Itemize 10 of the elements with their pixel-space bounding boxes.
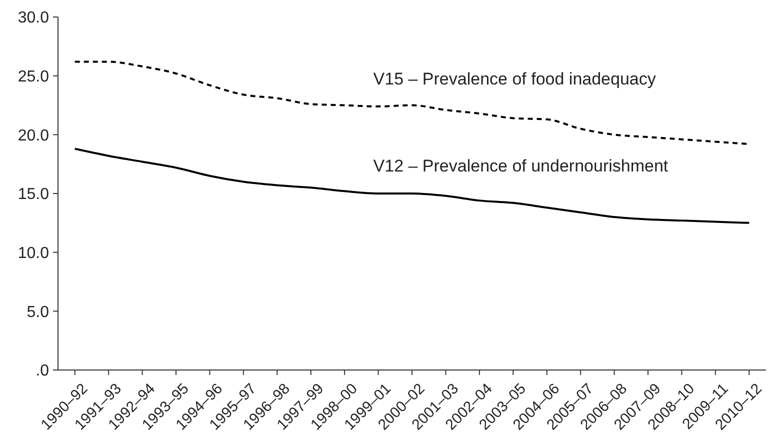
line-series — [74, 148, 750, 224]
y-tick-label: 5.0 — [26, 304, 50, 321]
series-label: V15 – Prevalence of food inadequacy — [373, 69, 656, 88]
y-tick-label: 30.0 — [18, 10, 50, 27]
y-tick-label: .0 — [36, 362, 50, 380]
y-tick-label: 20.0 — [18, 127, 50, 144]
y-tick-label: 25.0 — [18, 68, 50, 86]
y-tick-label: 15.0 — [18, 186, 50, 204]
y-tick-label: 10.0 — [18, 244, 50, 262]
series-label: V12 – Prevalence of undernourishment — [373, 156, 668, 176]
